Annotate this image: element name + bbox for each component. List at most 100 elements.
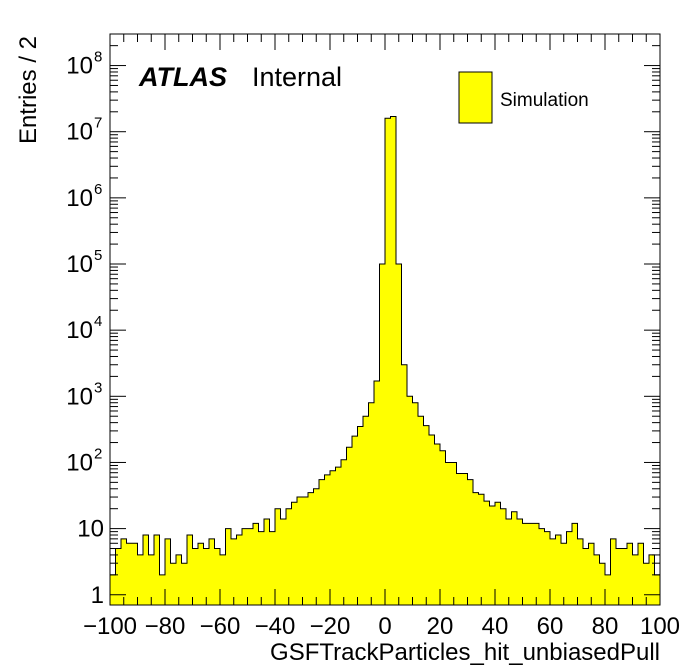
histogram-bin (616, 548, 622, 605)
histogram-bin (253, 523, 259, 605)
histogram-bin (429, 435, 435, 605)
histogram-bin (473, 492, 479, 605)
y-tick-base: 10 (77, 516, 104, 543)
histogram-bin (280, 518, 287, 605)
histogram-bin (396, 264, 402, 605)
histogram-bin (550, 538, 556, 605)
histogram-bin (330, 470, 336, 605)
histogram-bin (214, 548, 221, 605)
histogram-bin (148, 554, 155, 605)
y-tick-label: 10 7 (66, 115, 102, 146)
histogram-bin (363, 416, 369, 605)
histogram-bin (555, 535, 562, 605)
histogram-bin (599, 563, 606, 605)
histogram-outline (109, 115, 660, 605)
histogram-bin (495, 502, 501, 605)
y-tick-base: 10 (66, 317, 93, 344)
y-tick-exponent: 8 (94, 49, 102, 66)
histogram-bin (346, 447, 353, 605)
histogram-bin (269, 531, 276, 605)
histogram-bin (434, 444, 441, 605)
histogram-bin (627, 543, 633, 605)
histogram-bin (231, 538, 237, 605)
y-tick-base: 10 (66, 185, 93, 212)
histogram-bin (489, 505, 496, 605)
x-tick-label: 20 (427, 613, 454, 640)
histogram-bin (170, 563, 177, 605)
histogram-bin (154, 535, 160, 605)
histogram-bars (109, 115, 661, 606)
histogram-bin (368, 402, 375, 605)
x-tick-labels: −100 −80 −60 −40 −20 0 20 40 60 80 100 (83, 613, 680, 640)
histogram-bin (275, 508, 281, 605)
histogram-bin (610, 538, 617, 605)
atlas-label: ATLAS (138, 62, 227, 92)
histogram-bin (572, 523, 578, 605)
y-tick-exponent: 2 (94, 445, 102, 462)
histogram-bin (341, 459, 347, 605)
axis-ticks (109, 33, 661, 605)
histogram-bin (319, 479, 325, 605)
histogram-bin (478, 494, 485, 605)
y-tick-label: 10 2 (66, 445, 102, 476)
histogram-bin (517, 518, 523, 605)
histogram-bin (264, 518, 270, 605)
histogram-bin (203, 548, 210, 605)
histogram-bin (407, 396, 413, 605)
histogram-bin (187, 535, 193, 605)
x-tick-label: −40 (255, 613, 296, 640)
internal-label: Internal (252, 62, 342, 92)
y-tick-exponent: 3 (94, 379, 102, 396)
histogram-bin (357, 426, 364, 605)
y-tick-exponent: 7 (94, 115, 102, 132)
x-tick-label: −100 (83, 613, 137, 640)
histogram-bin (181, 563, 188, 605)
x-tick-label: 80 (592, 613, 619, 640)
x-tick-label: −20 (310, 613, 351, 640)
histogram-bin (577, 538, 584, 605)
histogram-bin (379, 264, 386, 605)
y-tick-label: 10 (77, 516, 104, 543)
histogram-bin (632, 554, 639, 605)
histogram-bin (352, 436, 358, 605)
y-tick-exponent: 5 (94, 247, 102, 264)
y-tick-exponent: 4 (94, 313, 102, 330)
histogram-bin (605, 574, 611, 605)
histogram-bin (544, 531, 551, 605)
y-tick-base: 10 (66, 119, 93, 146)
x-tick-label: 100 (640, 613, 680, 640)
histogram-bin (643, 563, 650, 605)
y-tick-base: 10 (66, 251, 93, 278)
histogram-bin (225, 528, 232, 605)
histogram-bin (451, 462, 457, 605)
histogram-bin (561, 543, 567, 605)
histogram-bin (506, 518, 512, 605)
histogram-bin (110, 574, 116, 605)
y-tick-label: 10 3 (66, 379, 102, 410)
histogram-bin (291, 502, 298, 605)
histogram-bin (412, 402, 419, 605)
histogram-bin (286, 508, 292, 605)
histogram-bin (418, 416, 424, 605)
histogram-bin (456, 473, 463, 605)
histogram-bin (374, 381, 380, 605)
y-tick-base: 10 (66, 449, 93, 476)
histogram-bin (176, 554, 182, 605)
x-tick-label: 0 (378, 613, 391, 640)
histogram-bin (583, 548, 589, 605)
histogram-bin (159, 574, 166, 605)
histogram-bin (467, 479, 474, 605)
histogram-bin (242, 528, 248, 605)
histogram-bin (588, 543, 595, 605)
x-axis-label: GSFTrackParticles_hit_unbiasedPull (270, 639, 660, 666)
y-tick-label: 10 4 (66, 313, 102, 344)
histogram-bin (566, 531, 573, 605)
histogram-bin (522, 523, 529, 605)
x-tick-label: −80 (145, 613, 186, 640)
x-tick-label: −60 (200, 613, 241, 640)
histogram-bin (143, 535, 149, 605)
histogram-bin (462, 473, 468, 605)
histogram-bin (440, 450, 446, 605)
